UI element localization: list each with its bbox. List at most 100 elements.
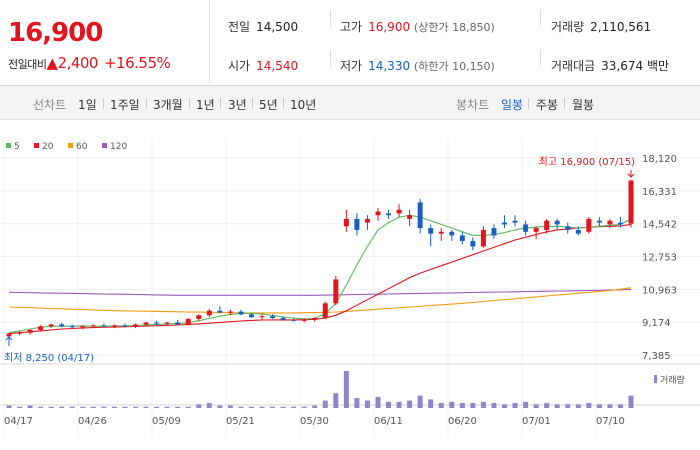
volume-bar <box>164 406 170 408</box>
candle-chart-label: 봉차트 <box>456 98 490 112</box>
x-tick-label: 05/30 <box>300 416 329 427</box>
divider <box>252 98 253 109</box>
high-price: 고가 16,900 (상한가 18,850) <box>340 20 495 34</box>
candle-body <box>312 318 318 320</box>
change-percent: +16.55% <box>103 54 171 72</box>
volume-bar <box>312 405 318 408</box>
volume-bar <box>586 403 592 408</box>
legend-swatch <box>6 143 11 148</box>
divider <box>540 10 541 26</box>
candle-body <box>565 226 571 230</box>
ma20-line <box>8 223 632 335</box>
candle-body <box>143 322 149 325</box>
candle-body <box>417 202 423 229</box>
candle-body <box>470 240 476 247</box>
divider <box>330 10 331 26</box>
candle-body <box>354 218 360 230</box>
volume-bar <box>533 404 539 408</box>
divider <box>283 98 284 109</box>
period-1w[interactable]: 1주일 <box>110 98 140 112</box>
price-chart[interactable]: 5 20 60 120 18,120 16,331 14,542 12,753 10,963 9… <box>0 120 700 450</box>
period-1d[interactable]: 1일 <box>78 98 97 112</box>
volume-bar <box>259 406 265 408</box>
divider <box>564 98 565 109</box>
volume-bar <box>6 405 12 408</box>
volume-bar <box>333 393 339 408</box>
volume-bar <box>175 406 181 408</box>
y-tick-label: 16,331 <box>642 187 677 198</box>
legend-swatch <box>102 143 107 148</box>
divider <box>540 50 541 66</box>
candle-weekly[interactable]: 주봉 <box>536 98 559 112</box>
period-10y[interactable]: 10년 <box>290 98 317 112</box>
ma-legend: 5 20 60 120 <box>6 142 127 152</box>
volume-bar <box>554 404 560 408</box>
candle-body <box>449 231 455 236</box>
x-tick-label: 07/01 <box>522 416 551 427</box>
volume-bar <box>523 401 529 408</box>
period-3m[interactable]: 3개월 <box>153 98 183 112</box>
candle-body <box>196 315 202 319</box>
change-label: 전일대비 <box>8 58 47 71</box>
down-arrow-icon <box>627 170 635 178</box>
candle-body <box>386 213 392 216</box>
volume-bar <box>291 406 297 408</box>
volume-bar <box>480 401 486 408</box>
candle-body <box>491 228 497 236</box>
volume-bar <box>227 405 233 408</box>
prev-close: 전일 14,500 <box>228 20 299 34</box>
volume-bar <box>154 406 160 408</box>
current-price-box: 16,900 전일대비▲2,400 +16.55% <box>0 0 210 86</box>
x-tick-label: 04/26 <box>78 416 107 427</box>
volume-bar <box>575 404 581 408</box>
volume-bar <box>386 401 392 408</box>
legend-label: 20 <box>42 142 54 152</box>
y-tick-label: 18,120 <box>642 154 677 165</box>
candle-body <box>438 231 444 234</box>
y-tick-label: 14,542 <box>642 220 677 231</box>
open-price: 시가 14,540 <box>228 59 299 73</box>
candle-body <box>154 322 160 324</box>
up-arrow-icon <box>5 336 13 346</box>
candle-body <box>259 316 265 318</box>
candle-body <box>301 319 307 321</box>
period-5y[interactable]: 5년 <box>259 98 278 112</box>
period-3y[interactable]: 3년 <box>228 98 247 112</box>
volume-bar <box>80 406 86 408</box>
candle-body <box>248 314 254 318</box>
candle-monthly[interactable]: 월봉 <box>572 98 595 112</box>
volume-bar <box>238 406 244 408</box>
volume-bar <box>27 405 33 408</box>
candle-body <box>238 311 244 315</box>
volume-bar <box>143 406 149 408</box>
candle-body <box>554 220 560 225</box>
ma120-line <box>8 288 632 296</box>
candle-body <box>80 326 86 328</box>
line-chart-label: 선차트 <box>33 98 67 112</box>
candle-body <box>270 316 276 319</box>
legend-label: 5 <box>14 142 20 152</box>
candlesticks <box>6 180 634 340</box>
candle-body <box>27 329 33 333</box>
chart-annotations: 최고 16,900 (07/15) 최저 8,250 (04/17) <box>4 156 635 364</box>
candle-body <box>396 209 402 214</box>
candle-body <box>17 332 23 334</box>
period-1y[interactable]: 1년 <box>196 98 215 112</box>
candle-body <box>596 220 602 223</box>
volume: 거래량 2,110,561 <box>551 20 652 34</box>
candle-body <box>111 325 117 327</box>
volume-bar <box>17 406 23 408</box>
volume-bar <box>428 399 434 408</box>
candle-body <box>101 325 107 327</box>
candle-body <box>185 318 191 325</box>
divider <box>146 98 147 109</box>
volume-bar <box>38 406 44 408</box>
candle-body <box>38 326 44 330</box>
y-tick-label: 12,753 <box>642 253 677 264</box>
volume-bar <box>438 403 444 408</box>
volume-bar <box>565 404 571 408</box>
candle-body <box>459 235 465 241</box>
candle-daily[interactable]: 일봉 <box>501 98 524 112</box>
candle-body <box>48 324 54 327</box>
divider <box>189 98 190 109</box>
